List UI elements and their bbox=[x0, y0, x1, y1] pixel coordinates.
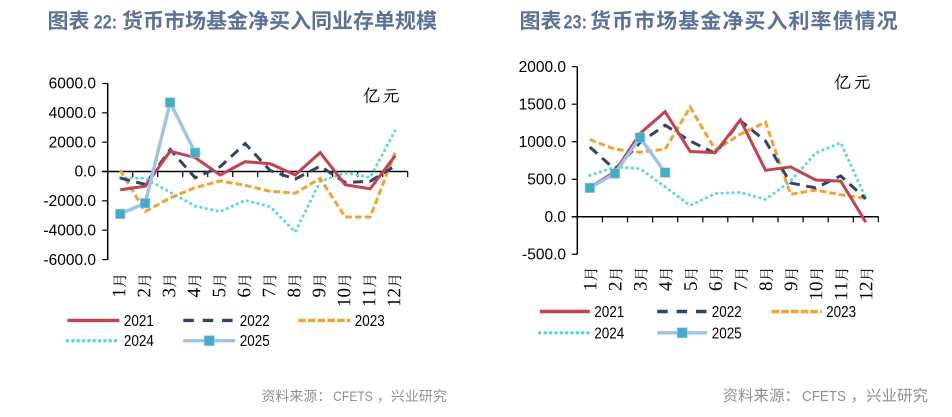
svg-text:2023: 2023 bbox=[355, 313, 385, 330]
svg-text:CFETS: CFETS bbox=[802, 388, 846, 405]
svg-text:2024: 2024 bbox=[124, 333, 154, 350]
svg-text:2000.0: 2000.0 bbox=[49, 134, 97, 151]
svg-text:2024: 2024 bbox=[594, 325, 624, 342]
svg-text:1000.0: 1000.0 bbox=[519, 134, 567, 151]
svg-text:2000.0: 2000.0 bbox=[519, 59, 567, 76]
svg-text:-6000.0: -6000.0 bbox=[43, 252, 96, 269]
svg-text:500.0: 500.0 bbox=[527, 172, 566, 189]
svg-text:2021: 2021 bbox=[594, 304, 624, 321]
svg-text:-4000.0: -4000.0 bbox=[43, 222, 96, 239]
svg-text:6000.0: 6000.0 bbox=[49, 76, 97, 93]
svg-text:CFETS: CFETS bbox=[333, 389, 373, 404]
svg-text:4000.0: 4000.0 bbox=[49, 105, 97, 122]
svg-text:-500.0: -500.0 bbox=[522, 247, 566, 264]
svg-text:0.0: 0.0 bbox=[74, 164, 96, 181]
svg-text:-2000.0: -2000.0 bbox=[43, 193, 96, 210]
svg-text:23:: 23: bbox=[564, 12, 588, 33]
svg-text:0.0: 0.0 bbox=[544, 209, 566, 226]
svg-text:1500.0: 1500.0 bbox=[519, 96, 567, 113]
svg-text:2025: 2025 bbox=[712, 325, 742, 342]
svg-text:2021: 2021 bbox=[124, 313, 154, 330]
svg-text:22:: 22: bbox=[94, 12, 118, 33]
svg-text:2022: 2022 bbox=[712, 304, 742, 321]
svg-text:2025: 2025 bbox=[240, 333, 270, 350]
svg-text:2023: 2023 bbox=[826, 304, 856, 321]
svg-text:2022: 2022 bbox=[240, 313, 270, 330]
